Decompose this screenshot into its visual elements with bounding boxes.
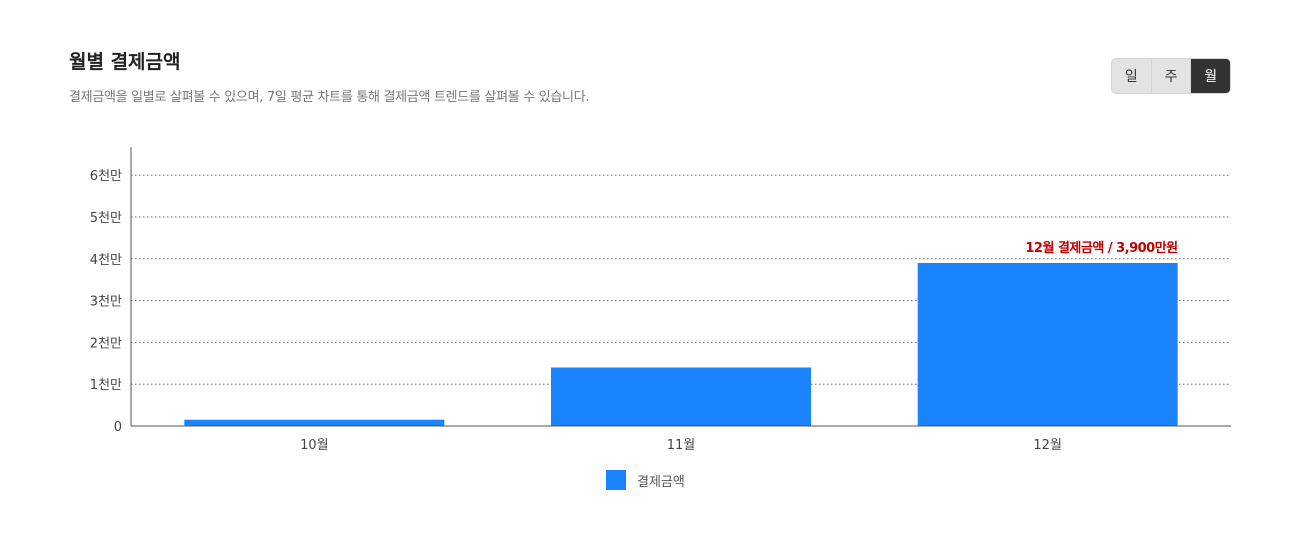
page-title: 월별 결제금액	[69, 51, 181, 73]
y-tick-label: 6천만	[90, 169, 122, 184]
legend-swatch	[606, 470, 626, 490]
y-tick-label: 5천만	[90, 211, 122, 226]
legend-label: 결제금액	[637, 474, 685, 490]
y-tick-label: 0	[114, 420, 122, 435]
period-month-button[interactable]: 월	[1191, 59, 1230, 93]
x-tick-label: 12월	[1033, 438, 1062, 453]
bar-3	[917, 262, 1178, 426]
page-subtitle: 결제금액을 일별로 살펴볼 수 있으며, 7일 평균 차트를 통해 결제금액 트…	[69, 90, 590, 105]
bar-2	[551, 367, 811, 426]
x-tick-label: 10월	[300, 438, 329, 453]
y-tick-label: 1천만	[90, 378, 122, 393]
chart-legend: 결제금액	[606, 470, 685, 490]
period-toggle: 일 주 월	[1111, 58, 1231, 94]
bar-1	[184, 419, 445, 426]
x-tick-label: 11월	[667, 438, 696, 453]
y-tick-label: 2천만	[90, 336, 122, 351]
bar-annotation: 12월 결제금액 / 3,900만원	[1025, 240, 1177, 256]
y-tick-label: 4천만	[90, 253, 122, 268]
period-week-button[interactable]: 주	[1152, 59, 1192, 93]
period-day-button[interactable]: 일	[1112, 59, 1152, 93]
y-tick-label: 3천만	[90, 295, 122, 310]
